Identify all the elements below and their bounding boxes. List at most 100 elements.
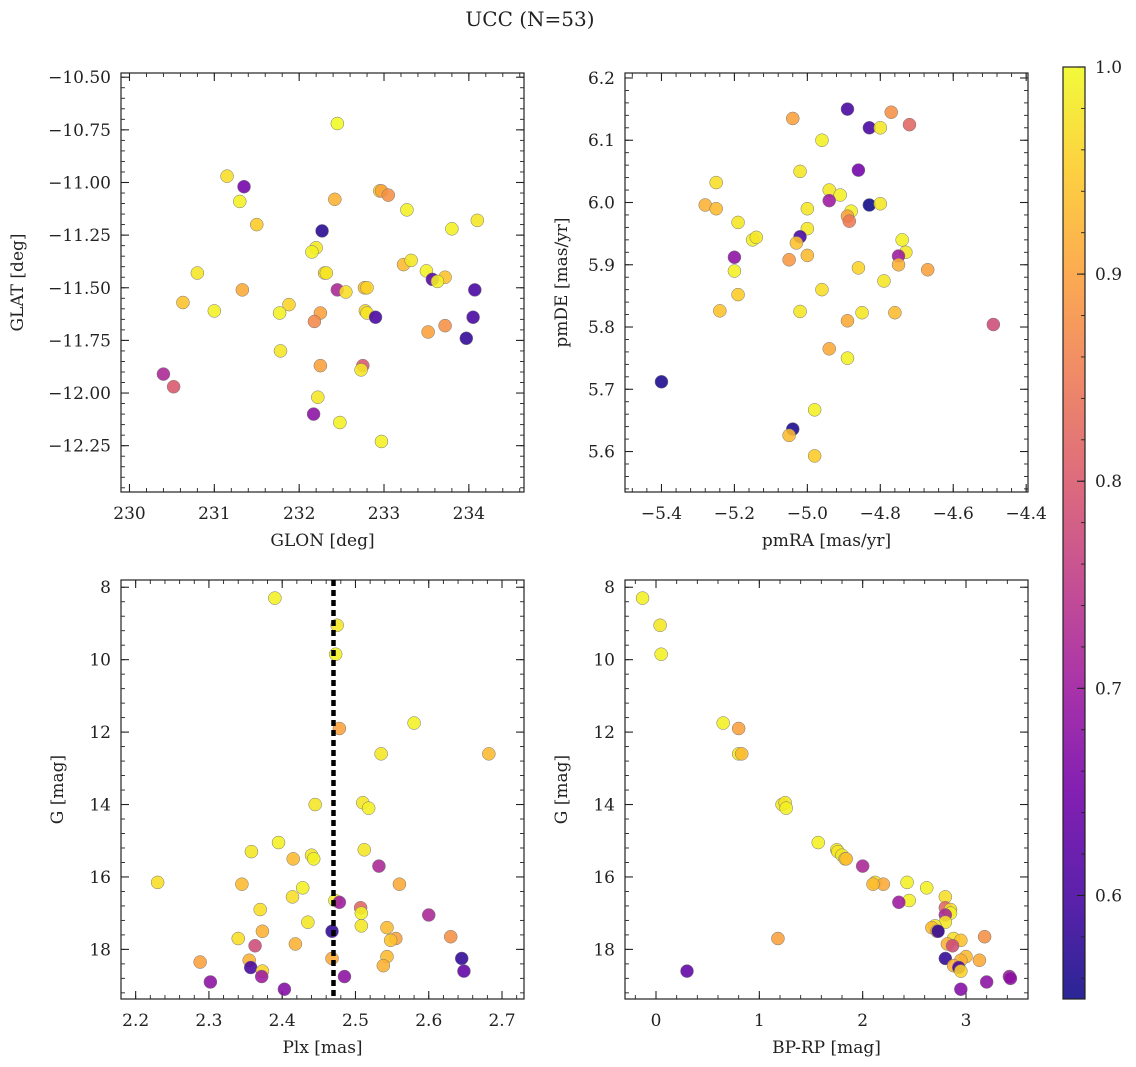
scatter-point	[786, 111, 800, 126]
x-tick-label: 234	[453, 504, 485, 524]
scatter-point	[920, 262, 935, 277]
scatter-point	[248, 939, 262, 953]
scatter-point	[255, 924, 270, 939]
colorbar-gradient	[1063, 67, 1085, 999]
scatter-point	[1003, 971, 1018, 986]
scatter-point	[307, 314, 322, 329]
x-tick-label: 230	[113, 504, 145, 524]
scatter-point	[372, 859, 386, 873]
y-tick-label: 10	[89, 651, 111, 671]
scatter-point	[851, 163, 866, 177]
figure-title: UCC (N=53)	[465, 7, 594, 31]
scatter-point	[333, 415, 347, 430]
scatter-point	[243, 960, 258, 975]
scatter-point	[404, 253, 418, 268]
y-tick-label: 14	[89, 796, 111, 816]
scatter-point	[235, 283, 250, 297]
x-tick-label: −4.8	[860, 504, 901, 524]
scatter-point	[354, 363, 368, 377]
scatter-point	[884, 105, 898, 119]
scatter-point	[445, 222, 459, 236]
y-tick-label: 18	[89, 940, 111, 960]
scatter-point	[731, 287, 745, 302]
x-tick-label: −4.4	[1006, 504, 1047, 524]
x-axis-label: pmRA [mas/yr]	[762, 531, 891, 551]
scatter-point	[680, 964, 694, 978]
scatter-point	[635, 591, 650, 605]
scatter-point	[319, 266, 334, 280]
scatter-point	[305, 245, 319, 259]
scatter-point	[272, 306, 287, 320]
scatter-point	[873, 196, 888, 211]
scatter-point	[811, 835, 825, 850]
scatter-point	[855, 305, 869, 320]
scatter-point	[231, 931, 245, 946]
y-tick-label: 5.6	[588, 443, 615, 463]
scatter-point	[735, 747, 749, 761]
scatter-point	[833, 188, 847, 202]
scatter-point	[654, 647, 668, 661]
scatter-point	[254, 969, 269, 984]
scatter-point	[271, 835, 286, 850]
y-tick-label: 14	[593, 796, 615, 816]
scatter-point	[443, 929, 458, 944]
scatter-point	[782, 253, 796, 267]
y-tick-label: 5.8	[588, 318, 615, 338]
scatter-point	[954, 982, 968, 996]
scatter-point	[277, 982, 292, 996]
scatter-points	[654, 102, 1001, 463]
x-tick-label: 233	[368, 504, 400, 524]
scatter-point	[902, 117, 917, 132]
colorbar-tick-label: 0.8	[1095, 472, 1122, 492]
scatter-point	[900, 875, 914, 890]
y-tick-label: −11.25	[48, 226, 111, 246]
scatter-point	[954, 964, 968, 978]
scatter-point	[220, 169, 234, 183]
x-tick-label: −5.0	[787, 504, 828, 524]
scatter-point	[193, 955, 207, 969]
x-tick-label: 2.5	[342, 1011, 369, 1031]
scatter-point	[253, 902, 267, 917]
scatter-point	[716, 716, 730, 730]
scatter-point	[972, 953, 987, 968]
y-tick-label: 6.0	[588, 193, 615, 213]
scatter-point	[851, 261, 866, 275]
scatter-point	[822, 342, 836, 356]
scatter-point	[376, 958, 391, 973]
scatter-point	[150, 875, 165, 890]
scatter-point	[207, 304, 222, 318]
scatter-point	[895, 233, 909, 247]
panel-sky: 230 231 232 233 234 −10.50 −10.75 −11.00 −11.25 −…	[8, 68, 525, 551]
scatter-point	[807, 449, 822, 463]
scatter-point	[840, 351, 855, 365]
y-tick-label: −11.50	[48, 279, 111, 299]
scatter-point	[361, 801, 376, 815]
scatter-point	[782, 428, 796, 443]
scatter-point	[203, 975, 218, 989]
scatter-point	[482, 747, 496, 761]
scatter-point	[822, 193, 836, 208]
scatter-point	[421, 325, 435, 339]
x-tick-label: 231	[198, 504, 230, 524]
scatter-point	[454, 951, 469, 966]
scatter-point	[273, 344, 288, 358]
scatter-point	[282, 297, 296, 312]
y-axis-label: GLAT [deg]	[8, 233, 28, 331]
scatter-point	[285, 890, 300, 904]
scatter-point	[354, 919, 369, 933]
scatter-point	[332, 721, 347, 736]
scatter-point	[407, 716, 421, 730]
scatter-point	[892, 895, 906, 910]
scatter-point	[727, 264, 742, 278]
scatter-point	[771, 931, 785, 946]
scatter-point	[328, 192, 342, 207]
scatter-point	[945, 939, 960, 953]
scatter-point	[855, 859, 870, 873]
scatter-point	[392, 877, 407, 891]
scatter-point	[793, 304, 807, 319]
y-tick-label: 8	[100, 578, 111, 598]
scatter-point	[815, 133, 829, 147]
scatter-point	[295, 881, 310, 895]
scatter-point	[749, 230, 764, 245]
